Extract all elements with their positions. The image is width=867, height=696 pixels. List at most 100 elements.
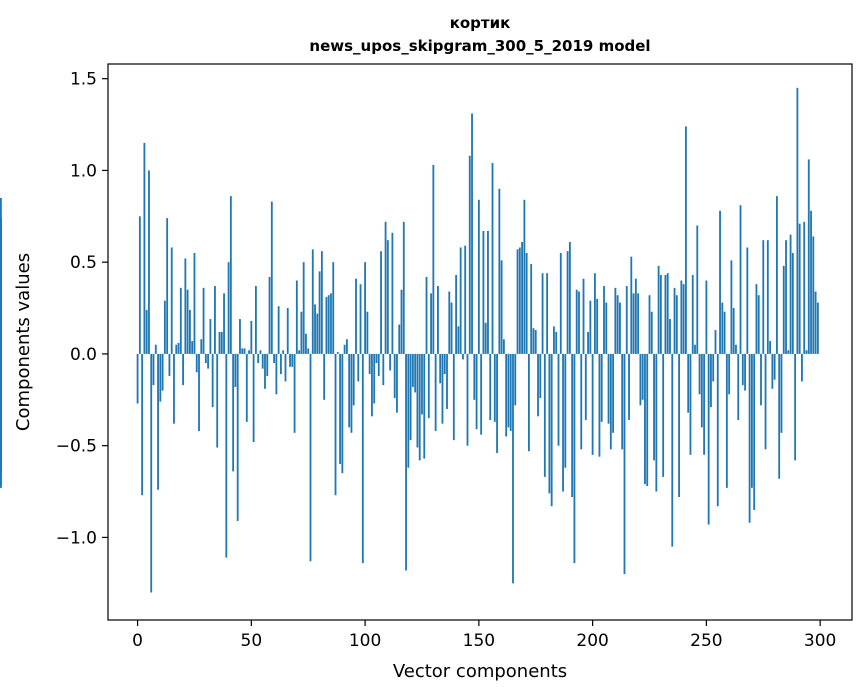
bar-287 [789,234,792,354]
bar-110 [386,240,389,354]
bar-206 [605,302,608,354]
bar-257 [721,302,724,354]
bar-104 [373,353,376,404]
bar-208 [609,353,612,450]
bar-263 [735,344,737,354]
bar-8 [154,344,157,354]
x-tick-label: 200 [576,631,608,651]
bar-186 [559,253,562,354]
bar-11 [161,353,164,391]
bar-150 [477,199,480,354]
bar-48 [245,353,248,422]
bar-252 [710,353,712,408]
bar-266 [741,353,744,386]
bar-166 [514,353,517,406]
bar-216 [628,353,630,420]
chart-title-line-2: news_upos_skipgram_300_5_2019 model [309,37,650,55]
bar-286 [787,350,790,354]
bar-153 [484,322,487,354]
bar-255 [716,353,719,507]
bar-15 [170,247,173,354]
bar-203 [598,353,601,457]
bar-120 [409,353,412,441]
bar-214 [623,353,626,575]
bar-284 [782,265,785,354]
y-tick-label: 0.0 [70,345,97,365]
x-axis-label: Vector components [393,661,567,682]
bar-105 [375,353,378,364]
bar-41 [229,196,232,354]
bar-94 [350,353,353,433]
bar-183 [553,326,555,354]
bar-80 [318,271,321,354]
bar-159 [498,188,501,354]
bar-44 [236,353,239,521]
bar-276 [764,353,767,450]
bar-121 [411,353,414,387]
bar-296 [810,210,812,354]
bar-215 [625,286,628,354]
bar-133 [439,353,442,384]
bar-75 [307,348,310,354]
bar-68 [291,353,294,367]
bar-103 [371,353,373,417]
bar-62 [277,306,280,354]
bar-182 [550,353,553,507]
bar-47 [243,348,246,354]
bar-274 [760,353,762,406]
bar-262 [732,308,735,354]
bar-175 [534,330,537,354]
bar-26 [195,353,198,373]
bar-9 [157,353,159,490]
bar-10 [159,353,162,402]
bar-162 [505,353,508,437]
bar-251 [707,353,710,525]
bar-116 [400,289,403,354]
bar-25 [193,253,196,354]
bar-122 [414,353,417,393]
bar-129 [430,293,432,354]
bar-96 [355,278,357,354]
bar-226 [650,311,653,354]
bar-40 [227,262,230,354]
bar-43 [234,353,237,387]
bar-224 [646,353,649,487]
bar-223 [644,353,646,485]
bar-127 [425,276,428,354]
bar-291 [798,223,801,354]
bar-167 [516,249,519,354]
bar-84 [327,295,330,354]
bar-136 [446,353,448,409]
bar-95 [352,353,355,406]
bar-undefined [0,353,2,422]
bar-38 [223,293,225,354]
bar-201 [593,273,596,354]
bar-57 [266,353,269,376]
bar-261 [730,260,733,354]
bar-115 [398,324,401,354]
bar-161 [502,339,505,354]
y-tick-label: 1.5 [70,70,97,90]
bar-258 [723,311,726,354]
y-tick-label: 1.0 [70,161,97,181]
bar-101 [366,311,369,354]
bar-93 [348,353,351,428]
bar-141 [457,326,460,354]
bar-130 [432,164,435,354]
bar-259 [725,353,728,488]
bar-288 [791,253,794,354]
y-tick-label: −0.5 [56,437,97,457]
bar-77 [311,249,314,354]
bar-199 [589,300,592,354]
bar-72 [300,311,303,354]
bar-236 [673,287,676,354]
bar-99 [361,353,364,564]
bar-232 [664,275,667,354]
plot-frame [107,63,853,621]
bar-222 [641,353,644,400]
bar-64 [282,350,285,354]
bar-267 [744,353,746,391]
bar-225 [648,295,651,354]
bar-155 [489,353,492,420]
bar-27 [198,353,200,431]
